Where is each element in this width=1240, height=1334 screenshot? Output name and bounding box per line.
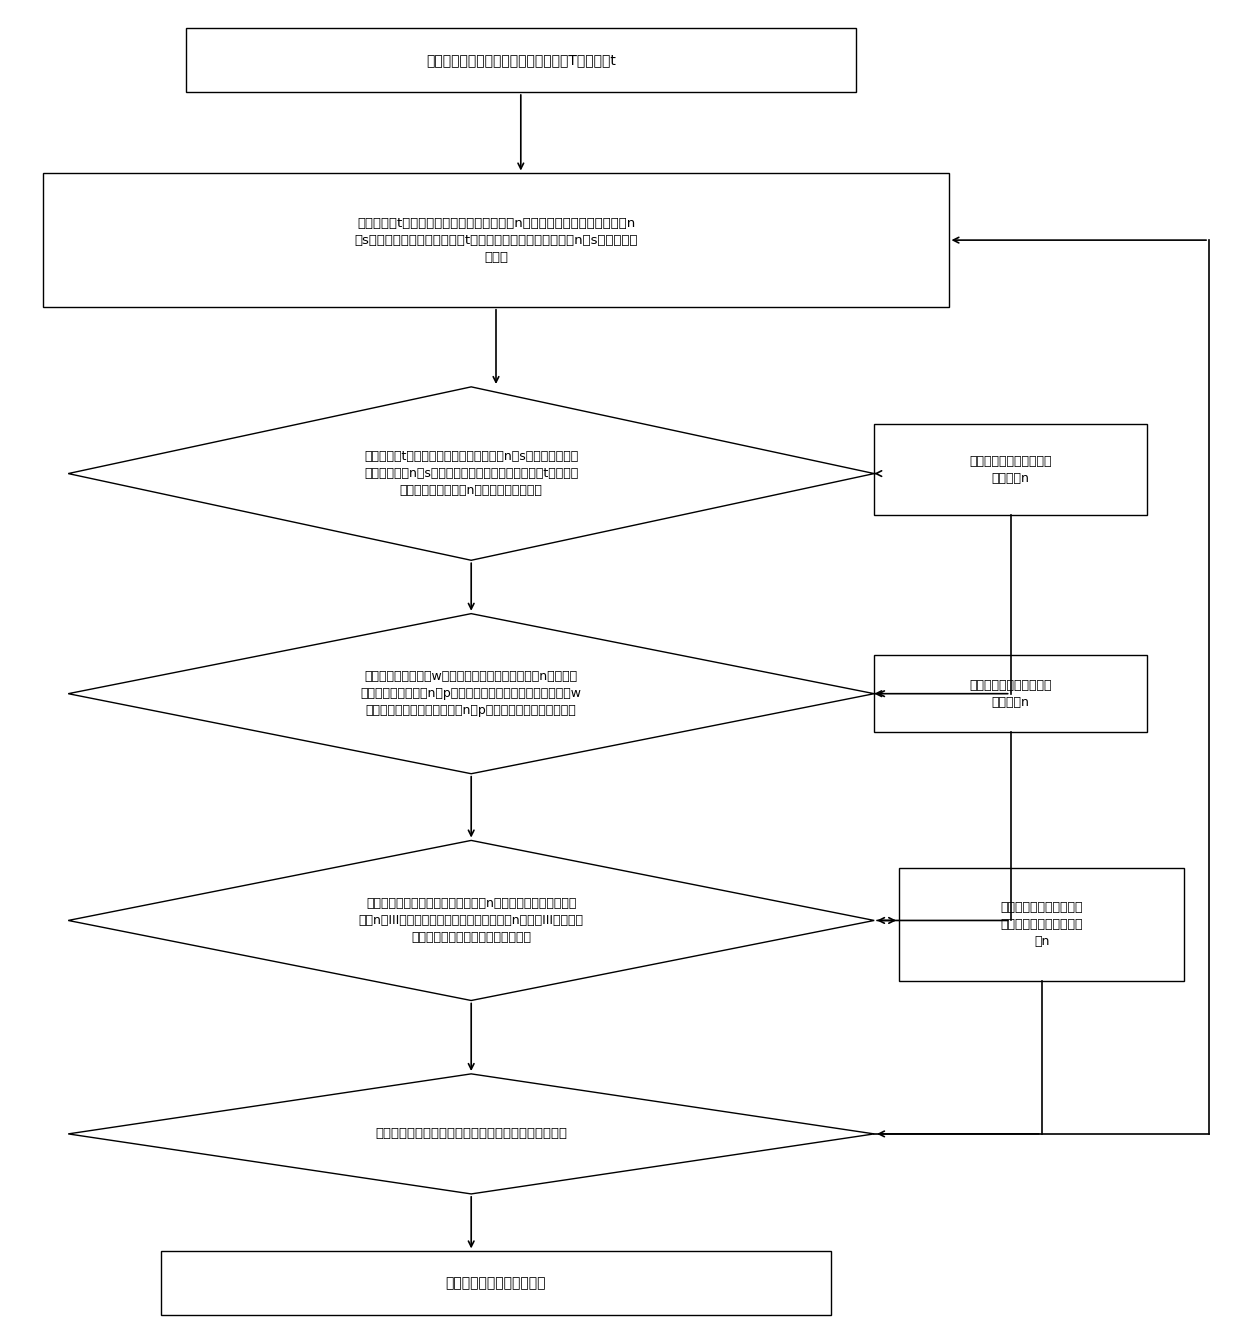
Bar xyxy=(874,424,1147,515)
Text: 记录不符合躲过最小负荷
阻抗的灵敏性要的继电保
护n: 记录不符合躲过最小负荷 阻抗的灵敏性要的继电保 护n xyxy=(1001,900,1083,948)
Bar xyxy=(43,173,949,307)
Polygon shape xyxy=(68,1074,874,1194)
Text: 根据最大过负荷运行方式下继电保护n安装处的测量阻抗和继电
保护n的III段保护阻抗整定值，校验继电保护n安装处III保护是否
满足躲过最小负荷阻抗的灵敏性要求: 根据最大过负荷运行方式下继电保护n安装处的测量阻抗和继电 保护n的III段保护阻… xyxy=(358,896,584,944)
Polygon shape xyxy=(68,840,874,1000)
Text: 根据故障点t发生最小短路故障后在继电保护n安装处的测量阻抗和继电保护n
的s段阻抗整定值，获得故障点t发生最小短路故障后继电保护n的s段保护的动
作结果: 根据故障点t发生最小短路故障后在继电保护n安装处的测量阻抗和继电保护n 的s段阻… xyxy=(355,216,637,264)
Text: 根据故障点t发生最小短路故障后继电保护n的s段保护的动作结
果及继电保护n的s段保护的时间整定值，校验故障点t发生最小
短路故障后继电保护n是否满足选择性要求: 根据故障点t发生最小短路故障后继电保护n的s段保护的动作结 果及继电保护n的s段… xyxy=(365,450,578,498)
Bar xyxy=(899,867,1184,982)
Text: 结束继电保护距离定值校核: 结束继电保护距离定值校核 xyxy=(445,1277,547,1290)
Bar xyxy=(874,655,1147,732)
Polygon shape xyxy=(68,387,874,560)
Text: 记录不符合选择性要求的
继自保护n: 记录不符合选择性要求的 继自保护n xyxy=(970,455,1052,484)
Text: 判断是否对所有待校核线路进行继电保护距离定值校核: 判断是否对所有待校核线路进行继电保护距离定值校核 xyxy=(376,1127,567,1141)
Text: 确定待校核线路并在待校核线路上设置T个故障点t: 确定待校核线路并在待校核线路上设置T个故障点t xyxy=(425,53,616,67)
Bar xyxy=(186,28,856,92)
Text: 记录不符合灵敏度要求的
继电保护n: 记录不符合灵敏度要求的 继电保护n xyxy=(970,679,1052,708)
Polygon shape xyxy=(68,614,874,774)
Bar xyxy=(161,1251,831,1315)
Text: 根据待校核线路端点w发生最小短路故障时继电保护n安装处的
测量阻抗与继电保护n的p段阻抗整定值，校验待校核线路端点w
发生最小短路故障时继电保护n的p段保护是否: 根据待校核线路端点w发生最小短路故障时继电保护n安装处的 测量阻抗与继电保护n的… xyxy=(361,670,582,718)
